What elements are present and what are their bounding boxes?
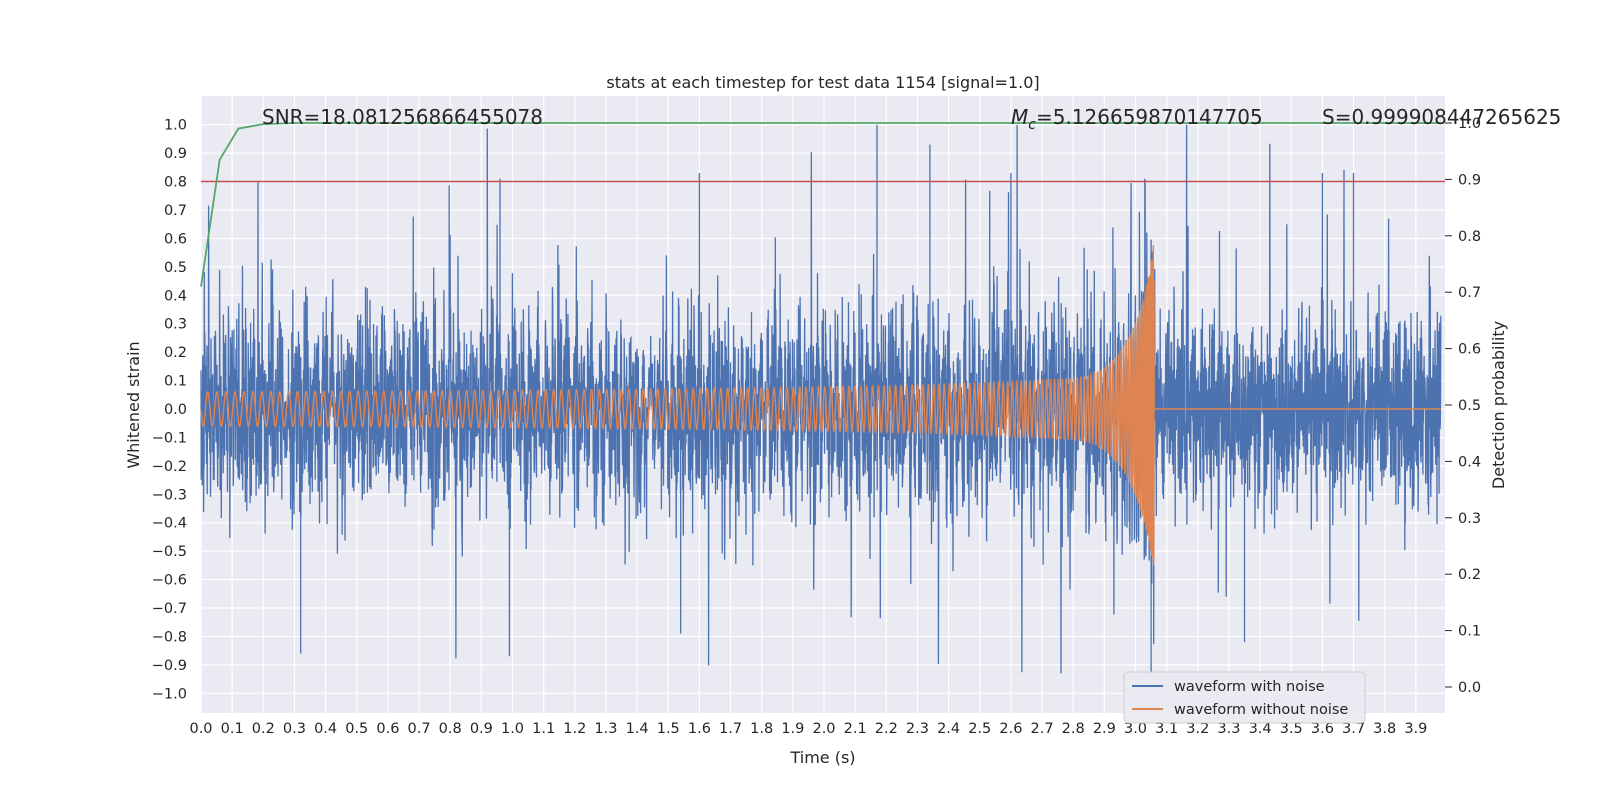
x-tick-label: 0.4	[314, 721, 337, 737]
legend-label-noise: waveform with noise	[1174, 679, 1325, 695]
x-tick-label: 2.3	[906, 721, 929, 737]
x-axis-ticks: 0.0 0.1 0.2 0.3 0.4 0.5 0.6 0.7 0.8 0.9 1.0 1.1 1.2 1…	[189, 721, 1427, 737]
x-tick-label: 2.6	[999, 721, 1022, 737]
x-tick-label: 3.7	[1342, 721, 1365, 737]
legend-box	[1123, 671, 1366, 724]
x-tick-label: 3.9	[1404, 721, 1427, 737]
x-tick-label: 0.0	[189, 721, 212, 737]
x-tick-label: 2.1	[844, 721, 867, 737]
x-tick-label: 1.5	[657, 721, 680, 737]
x-tick-label: 1.3	[594, 721, 617, 737]
y-tick-label: 0.4	[164, 288, 187, 304]
x-tick-label: 2.2	[875, 721, 898, 737]
y-tick-label: 0.3	[164, 317, 187, 333]
y-tick-label: 0.1	[164, 374, 187, 390]
legend-label-clean: waveform without noise	[1174, 702, 1348, 718]
x-tick-label: 2.0	[812, 721, 835, 737]
y-tick-label: 0.9	[164, 146, 187, 162]
y2-axis-label: Detection probability	[1489, 321, 1508, 489]
x-tick-label: 0.6	[376, 721, 399, 737]
x-tick-label: 0.2	[252, 721, 275, 737]
x-tick-label: 1.2	[563, 721, 586, 737]
chirp-mass-annotation: Mc=5.126659870147705	[1011, 105, 1263, 133]
y-tick-label: −0.6	[152, 573, 187, 589]
y-tick-label: −0.5	[152, 544, 187, 560]
x-tick-label: 3.2	[1186, 721, 1209, 737]
x-tick-label: 0.8	[439, 721, 462, 737]
y-axis-label: Whitened strain	[124, 341, 143, 468]
chart-title: stats at each timestep for test data 115…	[606, 73, 1039, 92]
x-tick-label: 2.4	[937, 721, 960, 737]
y2-tick-label: 0.4	[1458, 454, 1481, 470]
y-tick-label: −0.7	[152, 601, 187, 617]
y-axis-ticks: 1.0 0.9 0.8 0.7 0.6 0.5 0.4 0.3 0.2 0.1 0.0 −0.1 −0.…	[152, 118, 187, 703]
series-detection-probability	[200, 122, 1441, 287]
y-tick-label: 0.6	[164, 231, 187, 247]
x-tick-label: 1.9	[781, 721, 804, 737]
y2-tick-label: 0.9	[1458, 172, 1481, 188]
y2-tick-label: 0.3	[1458, 511, 1481, 527]
y-tick-label: 0.2	[164, 345, 187, 361]
x-tick-label: 0.1	[221, 721, 244, 737]
x-tick-label: 2.5	[968, 721, 991, 737]
y2-tick-label: 0.5	[1458, 398, 1481, 414]
y-tick-label: −0.9	[152, 658, 187, 674]
x-tick-label: 3.1	[1155, 721, 1178, 737]
chirp-mass-subscript: c	[1028, 117, 1036, 133]
x-tick-label: 1.0	[501, 721, 524, 737]
y2-tick-label: 0.7	[1458, 285, 1481, 301]
x-tick-label: 3.0	[1124, 721, 1147, 737]
y2-tick-label: 1.0	[1458, 116, 1481, 132]
probability-line	[200, 122, 1441, 287]
series-waveform-without-noise	[200, 245, 1441, 566]
s-annotation: S=0.999908447265625	[1322, 105, 1561, 129]
x-tick-label: 2.9	[1093, 721, 1116, 737]
y-tick-label: −0.2	[152, 459, 187, 475]
y2-tick-label: 0.1	[1458, 624, 1481, 640]
x-tick-label: 0.5	[345, 721, 368, 737]
y-tick-label: 0.5	[164, 260, 187, 276]
x-tick-label: 0.9	[470, 721, 493, 737]
x-tick-label: 0.3	[283, 721, 306, 737]
x-tick-label: 1.4	[626, 721, 649, 737]
y2-axis-ticks: 1.0 0.9 0.8 0.7 0.6 0.5 0.4 0.3 0.2 0.1 0.0	[1445, 116, 1481, 696]
x-tick-label: 2.8	[1062, 721, 1085, 737]
y2-tick-label: 0.2	[1458, 567, 1481, 583]
x-tick-label: 3.6	[1311, 721, 1334, 737]
y2-tick-label: 0.6	[1458, 342, 1481, 358]
y-tick-label: −0.1	[152, 430, 187, 446]
legend: waveform with noise waveform without noi…	[1123, 671, 1366, 724]
y2-tick-label: 0.0	[1458, 680, 1481, 696]
y-tick-label: 0.7	[164, 203, 187, 219]
y-tick-label: −0.8	[152, 629, 187, 645]
clean-waveform-line	[200, 245, 1441, 566]
x-tick-label: 3.8	[1373, 721, 1396, 737]
y-tick-label: −0.4	[152, 516, 187, 532]
x-tick-label: 3.4	[1249, 721, 1272, 737]
x-tick-label: 1.7	[719, 721, 742, 737]
y-tick-label: 1.0	[164, 118, 187, 134]
x-tick-label: 1.8	[750, 721, 773, 737]
x-tick-label: 0.7	[408, 721, 431, 737]
y-tick-label: 0.8	[164, 175, 187, 191]
x-tick-label: 2.7	[1031, 721, 1054, 737]
y-tick-label: 0.0	[164, 402, 187, 418]
x-tick-label: 3.3	[1217, 721, 1240, 737]
y2-tick-label: 0.8	[1458, 229, 1481, 245]
x-tick-label: 1.6	[688, 721, 711, 737]
x-axis-label: Time (s)	[789, 748, 855, 767]
y-tick-label: −1.0	[152, 686, 187, 702]
x-tick-label: 3.5	[1280, 721, 1303, 737]
y-tick-label: −0.3	[152, 487, 187, 503]
chirp-mass-symbol: M	[1011, 105, 1028, 129]
chirp-mass-value: =5.126659870147705	[1036, 105, 1263, 129]
x-tick-label: 1.1	[532, 721, 555, 737]
snr-annotation: SNR=18.081256866455078	[262, 105, 543, 129]
